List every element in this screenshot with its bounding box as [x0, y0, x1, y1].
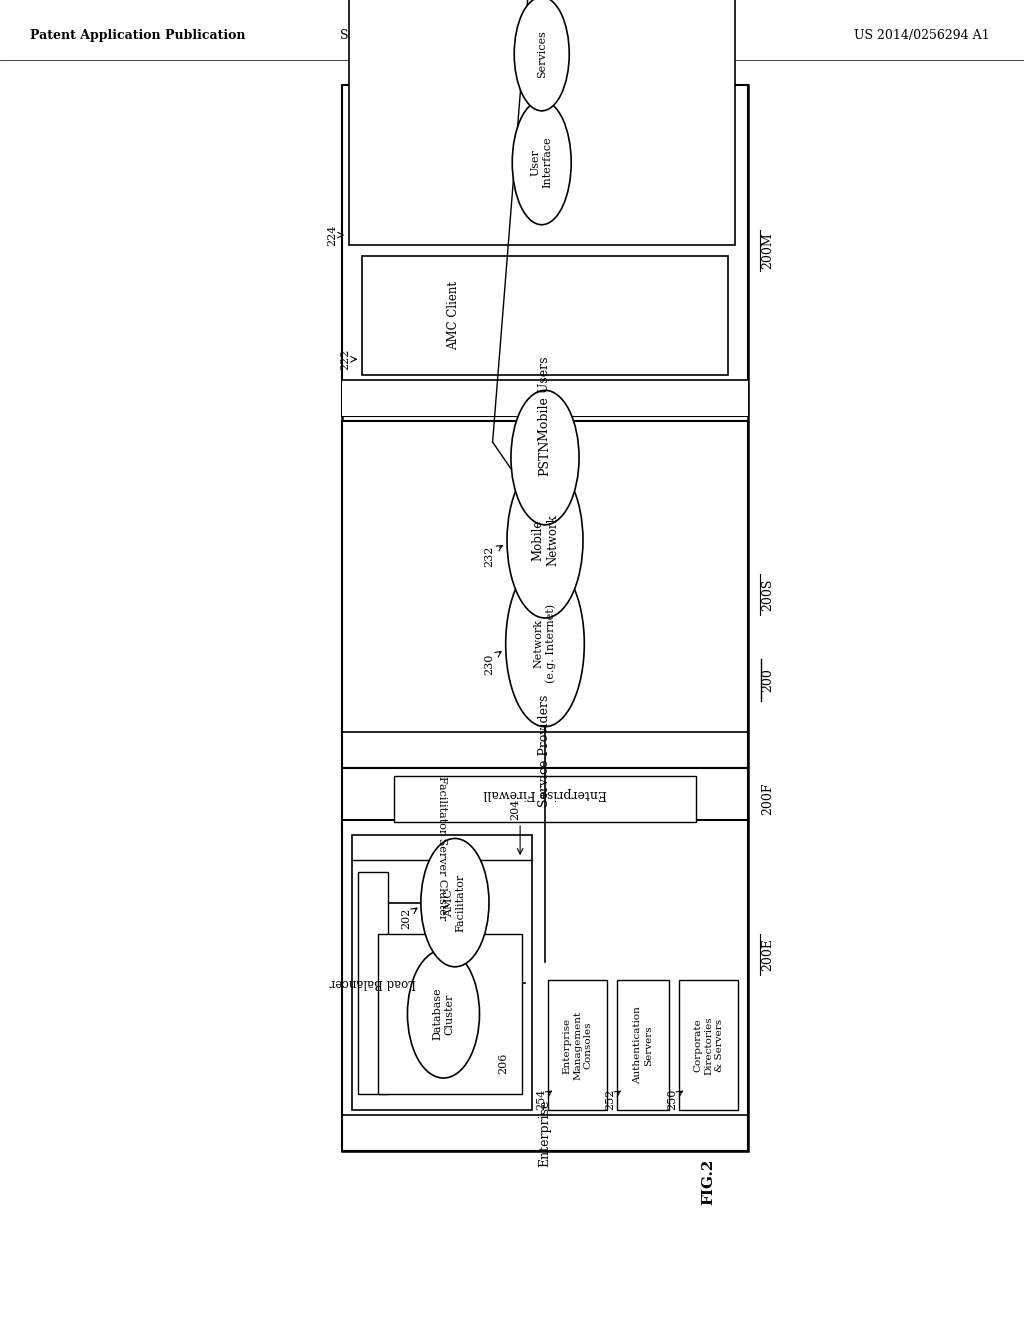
Text: 250: 250 [668, 1089, 678, 1110]
Text: 200M: 200M [761, 232, 774, 269]
Text: Facilitator Server Cluster: Facilitator Server Cluster [437, 776, 446, 920]
Text: PSTN: PSTN [539, 440, 552, 475]
Text: User
Interface: User Interface [530, 137, 553, 189]
Polygon shape [679, 981, 738, 1110]
Text: Database
Cluster: Database Cluster [433, 987, 455, 1040]
Text: 222: 222 [340, 348, 350, 370]
Text: 202: 202 [400, 907, 411, 929]
Polygon shape [352, 836, 531, 1110]
Ellipse shape [511, 391, 579, 525]
Polygon shape [378, 933, 522, 1094]
Text: 254: 254 [537, 1089, 547, 1110]
Text: US 2014/0256294 A1: US 2014/0256294 A1 [854, 29, 990, 41]
Ellipse shape [514, 0, 569, 111]
Text: Enterprise: Enterprise [539, 1100, 552, 1167]
Polygon shape [548, 981, 607, 1110]
Polygon shape [394, 776, 695, 822]
Text: Patent Application Publication: Patent Application Publication [30, 29, 246, 41]
Polygon shape [617, 981, 670, 1110]
Text: Corporate
Directories
& Servers: Corporate Directories & Servers [694, 1016, 724, 1074]
Text: 224: 224 [327, 224, 337, 246]
Text: Service Providers: Service Providers [539, 694, 552, 807]
Text: Mobile
Network: Mobile Network [531, 515, 559, 566]
Ellipse shape [507, 463, 583, 618]
Polygon shape [342, 768, 749, 830]
Text: Authentication
Servers: Authentication Servers [634, 1007, 653, 1085]
Polygon shape [342, 380, 749, 416]
Text: 230: 230 [484, 653, 495, 676]
Text: FIG.2: FIG.2 [701, 1159, 716, 1205]
Text: AMC
Facilitator: AMC Facilitator [444, 874, 466, 932]
Polygon shape [361, 256, 728, 375]
Text: Enterprise
Management
Consoles: Enterprise Management Consoles [563, 1011, 593, 1080]
Text: Mobile Users: Mobile Users [539, 356, 552, 441]
Text: Network
(e.g. Internet): Network (e.g. Internet) [534, 605, 556, 684]
Ellipse shape [408, 949, 479, 1078]
Polygon shape [342, 820, 749, 1151]
Polygon shape [358, 871, 388, 1094]
Text: Sep. 11, 2014  Sheet 2 of 22: Sep. 11, 2014 Sheet 2 of 22 [340, 29, 520, 41]
Polygon shape [342, 84, 749, 1151]
Polygon shape [342, 421, 749, 768]
Text: 204: 204 [511, 799, 520, 820]
Polygon shape [342, 84, 749, 416]
Text: 206: 206 [499, 1052, 509, 1073]
Text: 200S: 200S [761, 578, 774, 611]
Ellipse shape [506, 561, 585, 727]
Text: 252: 252 [605, 1089, 615, 1110]
Text: Services: Services [537, 30, 547, 78]
Text: 200F: 200F [761, 783, 774, 816]
Text: AMC Client: AMC Client [446, 281, 460, 350]
Text: 200E: 200E [761, 939, 774, 972]
Text: 200: 200 [761, 668, 774, 692]
Polygon shape [348, 0, 735, 246]
Text: Enterprise Firewall: Enterprise Firewall [483, 788, 607, 800]
Text: Load Balancer: Load Balancer [330, 977, 416, 989]
Text: 232: 232 [484, 545, 495, 566]
Ellipse shape [512, 100, 571, 224]
Ellipse shape [421, 838, 489, 966]
